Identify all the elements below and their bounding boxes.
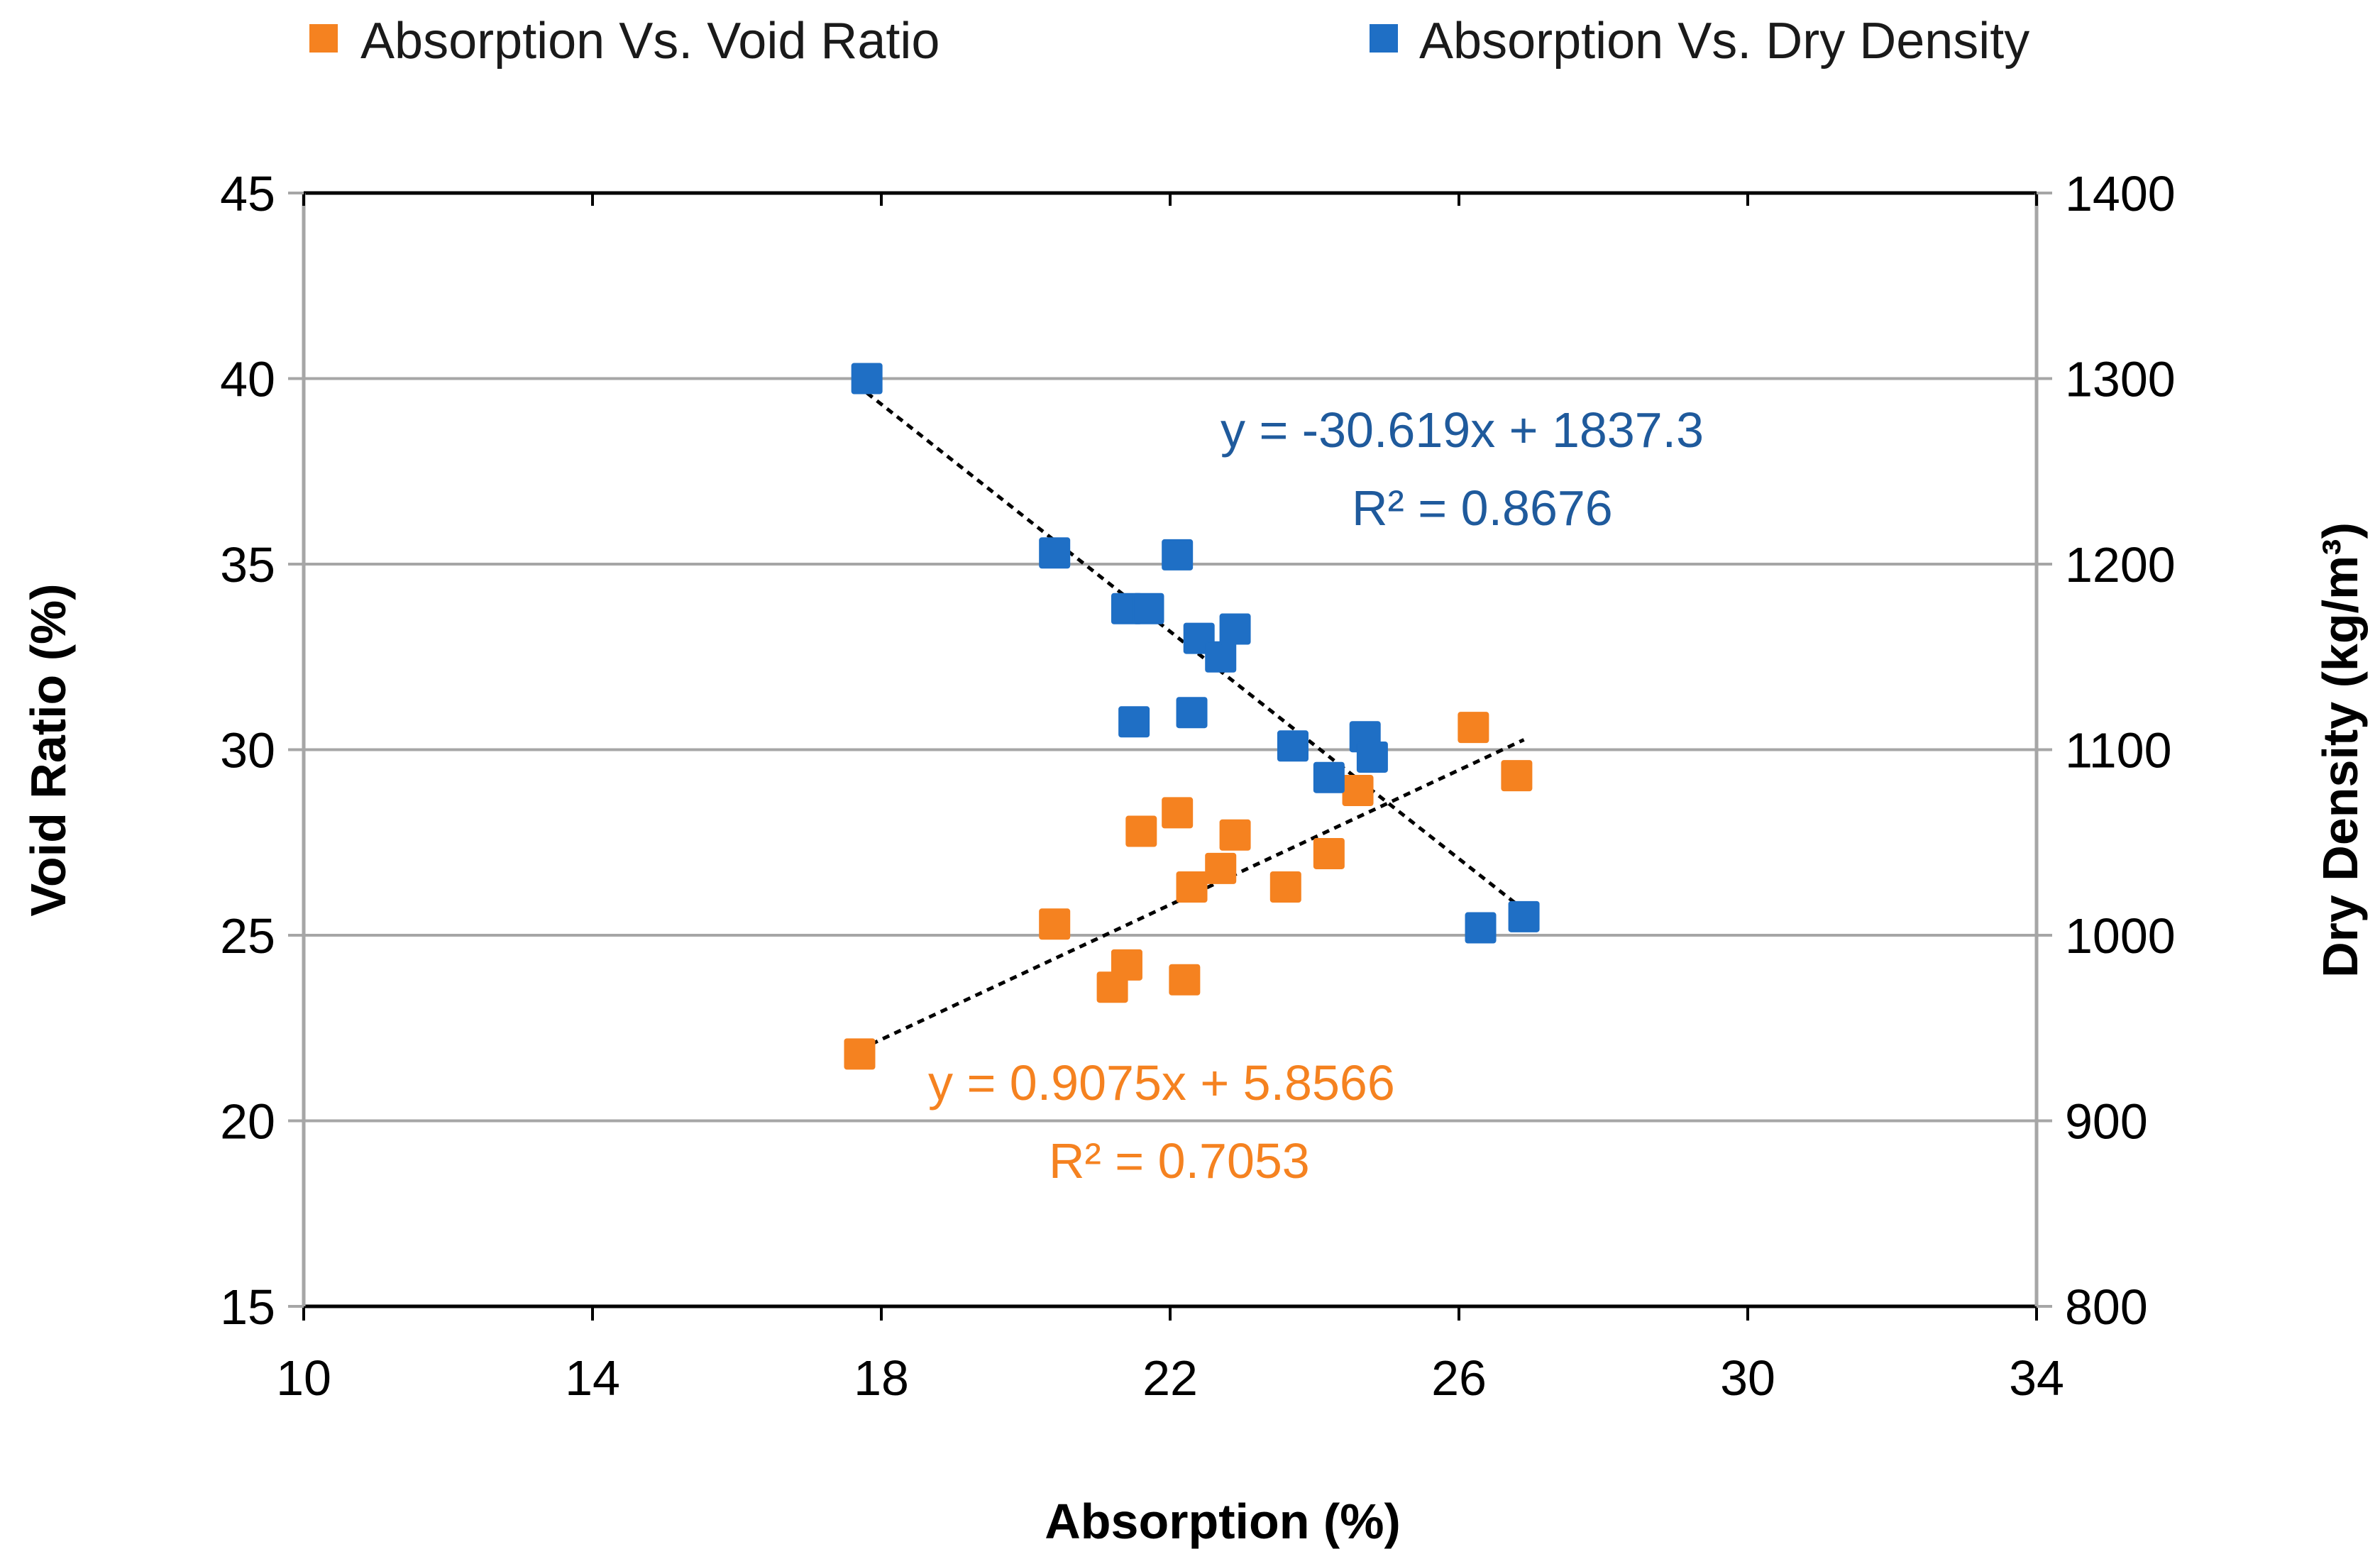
void-ratio-point xyxy=(1219,819,1251,851)
series-void-ratio xyxy=(844,712,1533,1070)
left-axis-tick-label: 20 xyxy=(220,1094,275,1150)
dry-density-point xyxy=(1133,593,1164,624)
left-axis-tick-label: 35 xyxy=(220,537,275,593)
void-ratio-point xyxy=(1111,949,1142,981)
dry-density-point xyxy=(1162,539,1194,571)
void-ratio-point xyxy=(1313,837,1345,869)
void-ratio-point xyxy=(1205,852,1237,884)
void-ratio-point xyxy=(1162,797,1194,829)
dry-density-point xyxy=(1277,730,1309,762)
right-axis-ticks: 800 900 1000 1100 1200 1300 1400 xyxy=(2037,166,2176,1335)
left-axis-ticks: 15 20 25 30 35 40 45 xyxy=(220,166,304,1335)
void-equation: y = 0.9075x + 5.8566 R² = 0.7053 xyxy=(928,1055,1395,1189)
series-dry-density xyxy=(851,363,1540,944)
dry-density-point xyxy=(1118,706,1150,738)
right-axis-tick-label: 1000 xyxy=(2065,908,2176,964)
grid-lines xyxy=(304,377,2037,1123)
void-ratio-point xyxy=(1501,760,1533,792)
x-axis-tick-label: 30 xyxy=(1720,1350,1775,1406)
dry-density-point xyxy=(1356,741,1388,773)
right-axis-tick-label: 1100 xyxy=(2065,723,2172,778)
legend-label-void-ratio: Absorption Vs. Void Ratio xyxy=(360,13,940,70)
dry-density-point xyxy=(851,363,883,395)
void-ratio-point xyxy=(1458,712,1489,744)
density-equation: y = -30.619x + 1837.3 R² = 0.8676 xyxy=(1221,402,1704,536)
legend: Absorption Vs. Void Ratio Absorption Vs.… xyxy=(309,13,2029,70)
right-axis-tick-label: 900 xyxy=(2065,1094,2148,1150)
left-axis-tick-label: 45 xyxy=(220,166,275,221)
left-axis-title: Void Ratio (%) xyxy=(21,583,76,916)
x-axis-tick-label: 26 xyxy=(1431,1350,1487,1406)
dry-density-point xyxy=(1508,900,1540,932)
void-ratio-point xyxy=(1169,964,1201,996)
void-ratio-point xyxy=(1039,908,1071,940)
right-axis-tick-label: 1400 xyxy=(2065,166,2176,221)
void-ratio-point xyxy=(844,1038,876,1070)
plot-area: 10 14 18 22 26 30 34 15 20 25 30 35 40 45 800 900 1000… xyxy=(220,166,2176,1406)
void-trendline-r-squared: R² = 0.7053 xyxy=(1049,1133,1310,1189)
void-ratio-point xyxy=(1125,815,1157,847)
dry-density-point xyxy=(1465,912,1497,944)
left-axis-tick-label: 30 xyxy=(220,723,275,778)
dry-density-point xyxy=(1039,537,1071,569)
left-axis-tick-label: 15 xyxy=(220,1279,275,1335)
x-axis-tick-label: 34 xyxy=(2009,1350,2064,1406)
right-axis-tick-label: 800 xyxy=(2065,1279,2148,1335)
void-ratio-point xyxy=(1342,775,1374,807)
x-axis-ticks: 10 14 18 22 26 30 34 xyxy=(276,193,2064,1406)
x-axis-title: Absorption (%) xyxy=(1045,1494,1401,1549)
legend-label-dry-density: Absorption Vs. Dry Density xyxy=(1419,13,2029,70)
void-trendline-equation: y = 0.9075x + 5.8566 xyxy=(928,1055,1395,1111)
legend-swatch-dry-density xyxy=(1370,24,1398,53)
dry-density-point xyxy=(1219,613,1251,645)
x-axis-tick-label: 22 xyxy=(1142,1350,1198,1406)
x-axis-tick-label: 14 xyxy=(565,1350,620,1406)
left-axis-tick-label: 40 xyxy=(220,352,275,407)
right-axis-tick-label: 1200 xyxy=(2065,537,2176,593)
density-trendline-equation: y = -30.619x + 1837.3 xyxy=(1221,402,1704,458)
dry-density-point xyxy=(1205,641,1237,673)
right-axis-tick-label: 1300 xyxy=(2065,352,2176,407)
density-trendline-r-squared: R² = 0.8676 xyxy=(1352,480,1613,536)
void-ratio-point xyxy=(1269,871,1301,903)
x-axis-tick-label: 18 xyxy=(854,1350,909,1406)
x-axis-tick-label: 10 xyxy=(276,1350,331,1406)
dry-density-point xyxy=(1176,697,1208,729)
right-axis-title: Dry Density (kg/m³) xyxy=(2313,522,2368,978)
dry-density-point xyxy=(1313,761,1345,793)
legend-swatch-void-ratio xyxy=(309,24,338,53)
left-axis-tick-label: 25 xyxy=(220,908,275,964)
void-ratio-point xyxy=(1176,871,1208,903)
